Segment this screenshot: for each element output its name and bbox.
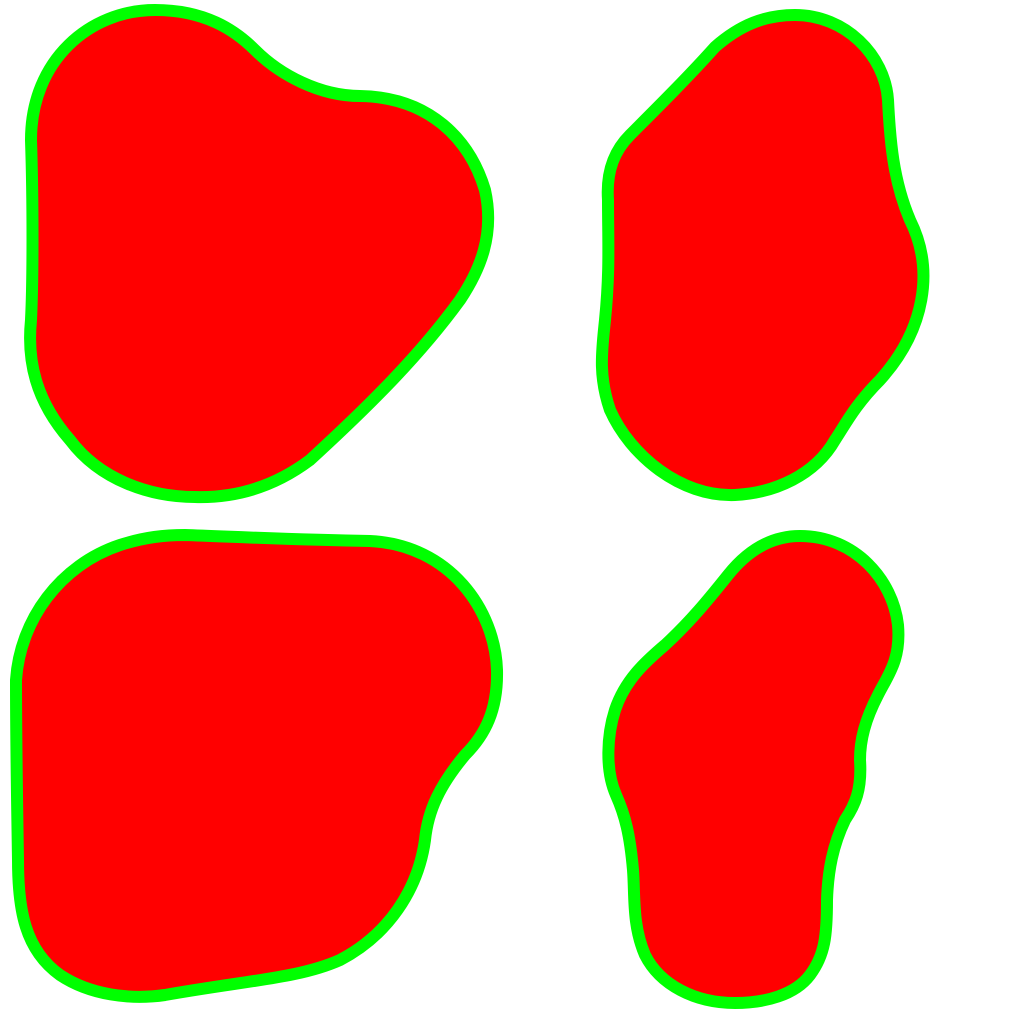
blob-top-left xyxy=(24,4,495,504)
blob-bottom-left xyxy=(10,529,504,1003)
blob-bottom-right xyxy=(602,530,905,1009)
blob-top-right xyxy=(595,9,930,502)
